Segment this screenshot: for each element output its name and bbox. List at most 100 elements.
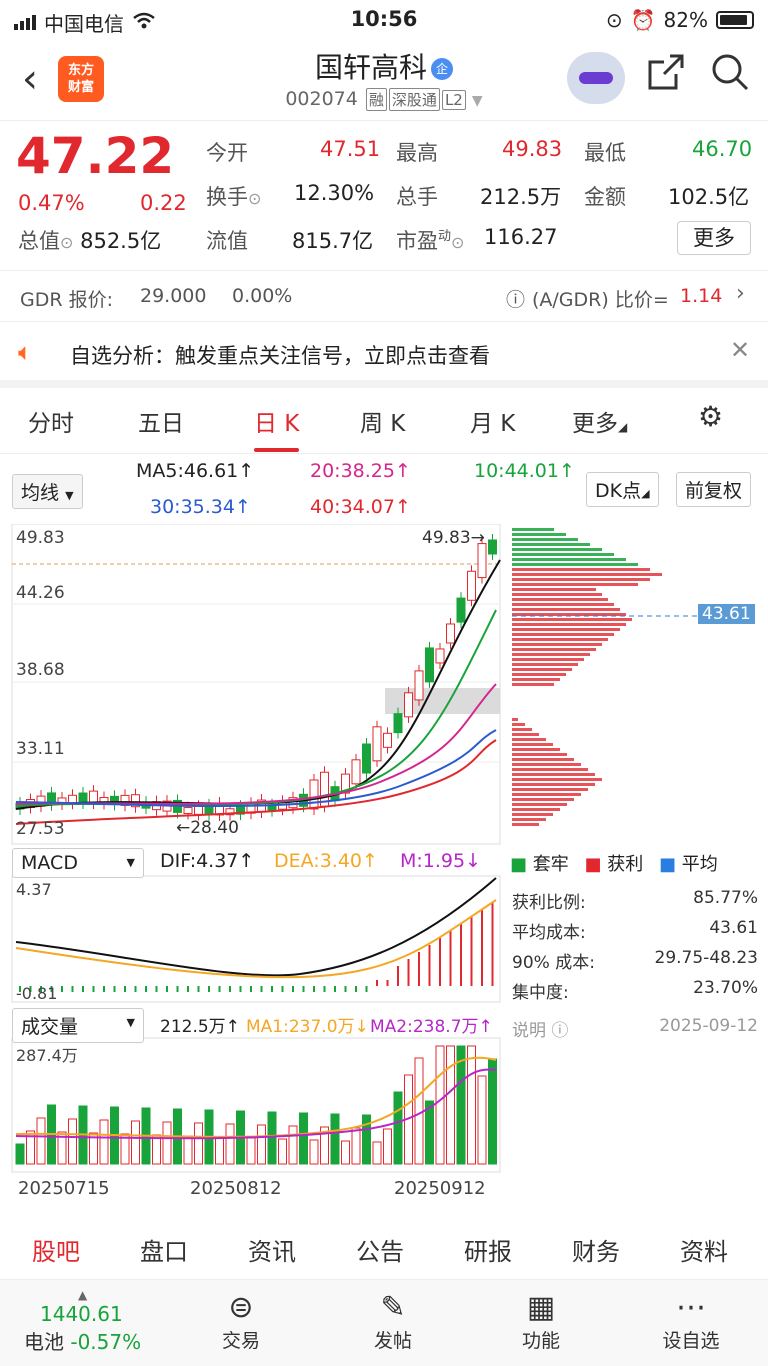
open-value: 47.51 [320,137,381,161]
chip-bar [512,533,566,536]
volume-bar [425,1100,434,1165]
amount-value: 102.5亿 [668,185,750,209]
chip-bar [512,583,638,586]
function-button[interactable]: ▦ 功能 [486,1290,596,1353]
grid-icon: ▦ [526,1290,556,1325]
gdr-ratio: 1.14 [680,285,723,307]
high-marker: 49.83→ [422,528,485,548]
share-icon[interactable] [646,52,686,101]
macd-top-label: 4.37 [16,880,52,899]
sector-index-value: 1440.61 [40,1302,123,1326]
info-icon: ⓘ [551,1021,569,1041]
chip-bar [512,743,553,746]
stock-name[interactable]: 国轩高科企 [0,46,768,86]
float-value: 815.7亿 [292,229,374,253]
adjust-button[interactable]: 前复权 [676,472,752,507]
chip-bar [512,658,584,661]
volume-bar [393,1091,403,1165]
low-marker: ←28.40 [176,818,239,838]
cost-90-value: 29.75-48.23 [654,948,758,968]
macd-select[interactable]: MACD ▼ [12,848,144,878]
bottom-toolbar: ▲ 1440.61 电池 -0.57% ⊜ 交易 ✎ 发帖 ▦ 功能 ⋯ 设自选 [0,1280,768,1366]
x-axis-label: 20250715 [18,1178,110,1199]
chip-bar [512,568,650,571]
tab-news[interactable]: 资讯 [248,1238,296,1266]
ma30-value: 30:35.34↑ [150,496,251,518]
kline-svg[interactable] [0,523,768,1214]
sector-name: 电池 [24,1330,64,1354]
lock-rotation-icon: ⊙ [605,8,623,32]
kline-chart-area: 49.83 44.26 38.68 33.11 27.53 49.83→ ←28… [0,523,768,1214]
analysis-notice[interactable]: 🔈︎ 自选分析：触发重点关注信号，立即点击查看 ✕ [0,322,768,388]
sector-index[interactable]: ▲ 1440.61 电池 -0.57% [24,1288,142,1354]
avg-cost-label: 平均成本: [512,923,586,943]
chip-bar [512,648,596,651]
trade-button[interactable]: ⊜ 交易 [186,1290,296,1353]
candle-body [467,570,476,601]
tab-forum[interactable]: 股吧 [32,1238,80,1266]
volume-bar [383,1128,392,1165]
tab-profile[interactable]: 资料 [680,1238,728,1266]
volume-bar [89,1132,98,1165]
settings-icon[interactable]: ⚙ [698,400,724,433]
volume-select[interactable]: 成交量 ▼ [12,1008,144,1043]
search-icon[interactable] [710,52,750,101]
volume-ma1-line [15,1056,497,1138]
stock-code-row[interactable]: 002074 融深股通 L2 ▼ [0,88,768,111]
tab-more[interactable]: 更多◢ [572,411,628,437]
chip-bar [512,543,590,546]
volume-bar [488,1058,497,1165]
pe-label[interactable]: 市盈动⊙ [396,229,465,253]
ai-assistant-icon[interactable] [567,52,625,104]
dk-point-button[interactable]: DK点◢ [586,472,659,507]
volume-bar [15,1143,25,1165]
tab-daily-k[interactable]: 日 K [254,404,300,452]
help-icon[interactable]: ⓘ [506,289,526,311]
chip-bar [512,538,578,541]
candle-body [425,647,434,683]
candle-body [477,543,487,579]
add-watchlist-button[interactable]: ⋯ 设自选 [636,1290,746,1353]
ma40-value: 40:34.07↑ [310,496,411,518]
total-market-value[interactable]: 总值⊙ 852.5亿 [18,229,162,253]
candle-body [78,792,88,804]
tab-monthly-k[interactable]: 月 K [470,411,516,437]
turnover-label[interactable]: 换手⊙ [206,185,262,209]
close-icon[interactable]: ✕ [730,336,751,364]
volume-bar [288,1125,298,1165]
volume-bar [257,1124,266,1165]
volume-value: 212.5万 [480,185,562,209]
tab-finance[interactable]: 财务 [572,1238,620,1266]
candle-body [309,779,319,810]
content-tabs: 股吧 盘口 资讯 公告 研报 财务 资料 [0,1216,768,1280]
app-logo[interactable]: 东方 财富 [58,56,104,102]
gdr-row[interactable]: GDR 报价: 29.000 0.00% ⓘ (A/GDR) 比价= 1.14 … [0,270,768,322]
alarm-icon: ⏰ [630,8,656,32]
tab-five-day[interactable]: 五日 [138,411,184,437]
tab-research[interactable]: 研报 [464,1238,512,1266]
more-dots-icon: ⋯ [676,1290,706,1325]
tab-orderbook[interactable]: 盘口 [140,1238,188,1266]
volume-bar [36,1117,46,1165]
float-label: 流值 [206,229,248,253]
indicator-select[interactable]: 均线 ▼ [12,474,83,509]
tab-announcements[interactable]: 公告 [356,1238,404,1266]
amount-label: 金额 [584,185,626,209]
chip-bar [512,733,539,736]
chip-bar [512,638,608,641]
volume-bar [372,1141,382,1165]
quote-panel: 47.22 0.47% 0.22 总值⊙ 852.5亿 今开 47.51 最高 … [0,120,768,270]
post-button[interactable]: ✎ 发帖 [338,1290,448,1353]
tab-weekly-k[interactable]: 周 K [360,411,406,437]
tab-intraday[interactable]: 分时 [28,411,74,437]
x-axis-label: 20250912 [394,1178,486,1199]
volume-bar [330,1113,340,1165]
gdr-ratio-label: (A/GDR) 比价= [532,289,669,311]
battery-icon [716,11,754,29]
volume-bar [26,1130,35,1165]
more-button[interactable]: 更多 [677,221,751,255]
stock-name-text: 国轩高科 [314,51,427,84]
margin-badge: 融 [365,88,387,111]
chip-bar [512,788,588,791]
back-icon[interactable]: ‹ [22,56,38,102]
